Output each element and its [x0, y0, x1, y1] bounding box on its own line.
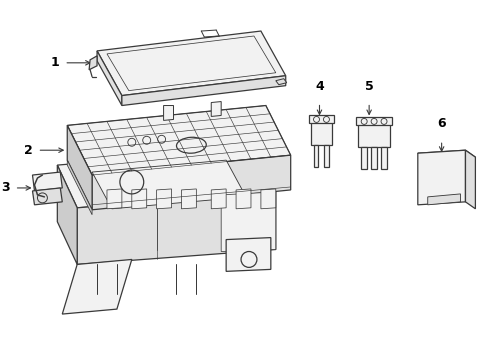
Polygon shape — [311, 120, 332, 145]
Text: 3: 3 — [1, 181, 10, 194]
Polygon shape — [226, 238, 271, 271]
Polygon shape — [211, 102, 221, 116]
Polygon shape — [356, 117, 392, 125]
Polygon shape — [261, 189, 276, 209]
Text: 4: 4 — [315, 80, 324, 93]
Polygon shape — [361, 147, 367, 169]
Polygon shape — [107, 189, 122, 209]
Polygon shape — [276, 79, 287, 85]
Text: 2: 2 — [24, 144, 32, 157]
Polygon shape — [466, 150, 475, 209]
Polygon shape — [89, 56, 97, 70]
Polygon shape — [418, 150, 475, 160]
Polygon shape — [67, 125, 92, 210]
Polygon shape — [97, 31, 286, 96]
Polygon shape — [57, 148, 276, 208]
Text: 6: 6 — [438, 117, 446, 130]
Polygon shape — [92, 160, 246, 209]
Text: 5: 5 — [365, 80, 373, 93]
Text: 1: 1 — [50, 56, 59, 69]
Polygon shape — [314, 145, 318, 167]
Polygon shape — [358, 122, 390, 147]
Polygon shape — [418, 150, 465, 205]
Polygon shape — [381, 147, 387, 169]
Polygon shape — [67, 160, 92, 215]
Polygon shape — [236, 189, 251, 209]
Polygon shape — [122, 76, 286, 105]
Polygon shape — [211, 189, 226, 209]
Polygon shape — [164, 105, 173, 120]
Polygon shape — [97, 51, 122, 105]
Polygon shape — [181, 189, 196, 209]
Polygon shape — [221, 192, 276, 252]
Polygon shape — [67, 105, 291, 175]
Polygon shape — [77, 192, 276, 264]
Polygon shape — [157, 189, 172, 209]
Polygon shape — [309, 116, 334, 123]
Polygon shape — [57, 165, 77, 264]
Polygon shape — [324, 145, 329, 167]
Polygon shape — [62, 260, 132, 314]
Polygon shape — [32, 188, 62, 205]
Polygon shape — [428, 194, 461, 205]
Polygon shape — [132, 189, 147, 209]
Polygon shape — [32, 172, 62, 191]
Polygon shape — [92, 155, 291, 210]
Polygon shape — [371, 147, 377, 169]
